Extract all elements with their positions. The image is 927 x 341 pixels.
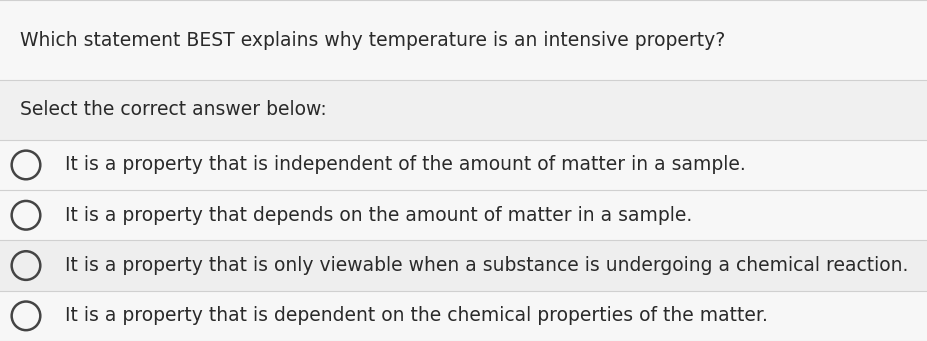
Text: It is a property that depends on the amount of matter in a sample.: It is a property that depends on the amo… <box>65 206 692 225</box>
Bar <box>0 190 927 240</box>
Bar <box>0 140 927 190</box>
Bar <box>0 80 927 140</box>
Text: Which statement BEST explains why temperature is an intensive property?: Which statement BEST explains why temper… <box>20 31 725 49</box>
Bar <box>0 0 927 80</box>
Bar <box>0 240 927 291</box>
Text: It is a property that is independent of the amount of matter in a sample.: It is a property that is independent of … <box>65 155 745 175</box>
Text: Select the correct answer below:: Select the correct answer below: <box>20 101 327 119</box>
Bar <box>0 291 927 341</box>
Text: It is a property that is only viewable when a substance is undergoing a chemical: It is a property that is only viewable w… <box>65 256 908 275</box>
Text: It is a property that is dependent on the chemical properties of the matter.: It is a property that is dependent on th… <box>65 306 767 325</box>
